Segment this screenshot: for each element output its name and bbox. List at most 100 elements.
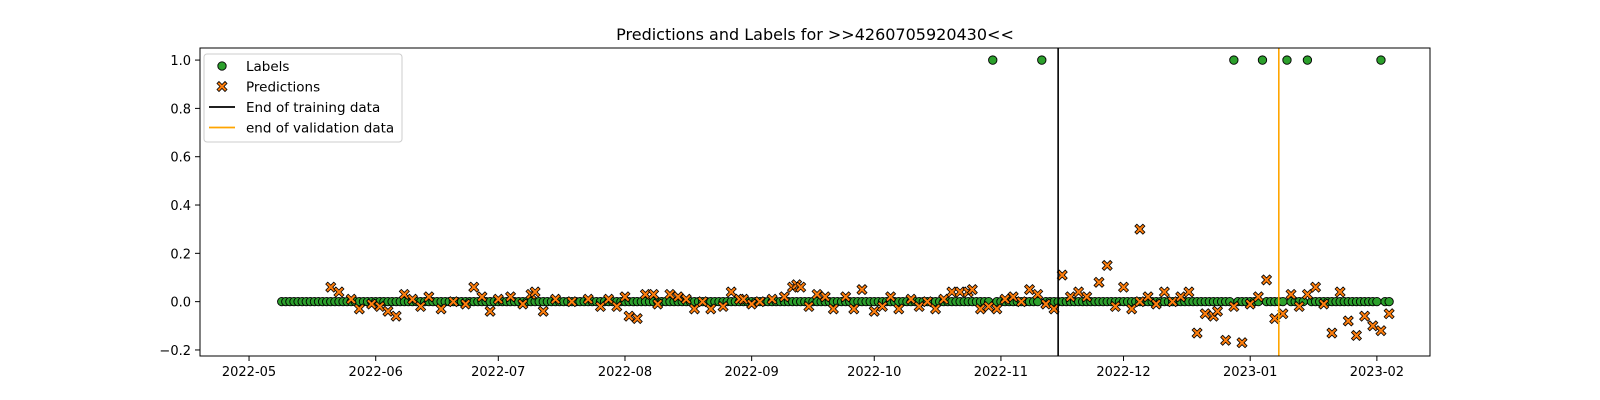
prediction-point: [966, 284, 978, 296]
prediction-point: [333, 286, 345, 298]
legend-label: End of training data: [246, 100, 380, 116]
prediction-point: [929, 303, 942, 315]
prediction-point: [974, 303, 987, 315]
prediction-point: [1040, 298, 1052, 310]
x-tick-label: 2022-08: [598, 365, 652, 380]
prediction-point: [398, 288, 410, 300]
prediction-point: [1015, 296, 1027, 308]
plot-area: [277, 48, 1395, 356]
prediction-point: [983, 300, 995, 313]
prediction-point: [1326, 327, 1338, 339]
prediction-point: [1318, 298, 1330, 310]
prediction-point: [1126, 303, 1138, 315]
prediction-point: [795, 281, 807, 293]
x-tick-label: 2022-07: [471, 365, 525, 380]
prediction-point: [594, 300, 607, 313]
legend-label: Labels: [246, 59, 289, 75]
legend-label: end of validation data: [246, 121, 394, 137]
prediction-point: [1342, 315, 1354, 327]
prediction-point: [484, 305, 496, 317]
prediction-point: [697, 296, 709, 308]
prediction-point: [468, 281, 480, 293]
prediction-point: [1073, 286, 1085, 298]
prediction-point: [460, 298, 472, 310]
prediction-point: [725, 286, 737, 298]
prediction-point: [1211, 305, 1224, 317]
prediction-point: [1158, 286, 1170, 298]
prediction-point: [705, 303, 717, 315]
prediction-point: [1359, 310, 1371, 322]
prediction-point: [366, 298, 378, 310]
prediction-point: [717, 300, 729, 313]
x-tick-label: 2022-12: [1096, 365, 1150, 380]
prediction-point: [737, 293, 750, 305]
prediction-point: [1301, 288, 1313, 300]
prediction-point: [1056, 269, 1068, 281]
prediction-point: [1252, 291, 1264, 303]
x-tick-label: 2023-01: [1223, 365, 1277, 380]
prediction-point: [1350, 329, 1363, 342]
y-tick-label: 0.2: [170, 247, 191, 262]
prediction-point: [1007, 291, 1019, 303]
prediction-point: [631, 312, 643, 325]
prediction-point: [1134, 223, 1146, 235]
label-point: [1037, 55, 1047, 65]
prediction-point: [504, 291, 517, 303]
prediction-point: [1142, 291, 1154, 303]
prediction-point: [766, 293, 778, 305]
y-tick-label: −0.2: [159, 344, 191, 359]
label-point: [1372, 296, 1382, 307]
prediction-point: [1228, 300, 1240, 313]
prediction-point: [848, 303, 860, 315]
prediction-point: [999, 293, 1011, 305]
prediction-point: [325, 281, 337, 293]
legend: Labels Predictions End of training data end…: [203, 53, 403, 143]
prediction-point: [680, 293, 692, 305]
prediction-point: [1166, 296, 1179, 308]
prediction-point: [1236, 337, 1248, 349]
legend-label: Predictions: [246, 80, 320, 96]
prediction-point: [1269, 312, 1281, 325]
prediction-point: [938, 293, 950, 305]
prediction-point: [1293, 300, 1305, 313]
prediction-point: [435, 303, 447, 315]
prediction-point: [529, 286, 541, 298]
prediction-point: [991, 303, 1003, 315]
prediction-point: [1081, 291, 1093, 303]
prediction-point: [840, 291, 852, 303]
prediction-point: [517, 298, 529, 310]
prediction-point: [1093, 276, 1105, 288]
prediction-point: [893, 303, 905, 315]
prediction-point: [1032, 288, 1044, 300]
prediction-point: [876, 300, 888, 313]
y-tick-label: 1.0: [170, 54, 191, 69]
prediction-point: [1199, 308, 1211, 320]
prediction-point: [648, 288, 660, 300]
prediction-point: [905, 293, 917, 305]
prediction-point: [1383, 308, 1395, 320]
prediction-point: [1117, 281, 1130, 293]
y-tick-label: 0.0: [170, 296, 191, 311]
prediction-point: [353, 303, 365, 315]
axes-frame: [199, 47, 1431, 357]
prediction-point: [913, 300, 925, 313]
prediction-point: [1310, 281, 1322, 293]
prediction-point: [921, 296, 933, 308]
prediction-point: [639, 288, 651, 300]
prediction-point: [423, 291, 435, 303]
prediction-point: [664, 288, 676, 300]
prediction-point: [885, 291, 897, 303]
x-tick-label: 2023-02: [1350, 365, 1404, 380]
prediction-point: [447, 296, 459, 308]
prediction-point: [492, 293, 504, 305]
prediction-point: [868, 305, 880, 317]
label-point: [1282, 55, 1292, 65]
prediction-point: [688, 303, 701, 315]
chart-title: Predictions and Labels for >>42607059204…: [616, 25, 1014, 44]
prediction-point: [549, 293, 562, 305]
prediction-point: [827, 303, 839, 315]
x-axis: 2022-05 2022-06 2022-07 2022-08 2022-09 2022-…: [222, 356, 1404, 380]
prediction-point: [746, 298, 758, 310]
prediction-point: [1375, 325, 1387, 337]
